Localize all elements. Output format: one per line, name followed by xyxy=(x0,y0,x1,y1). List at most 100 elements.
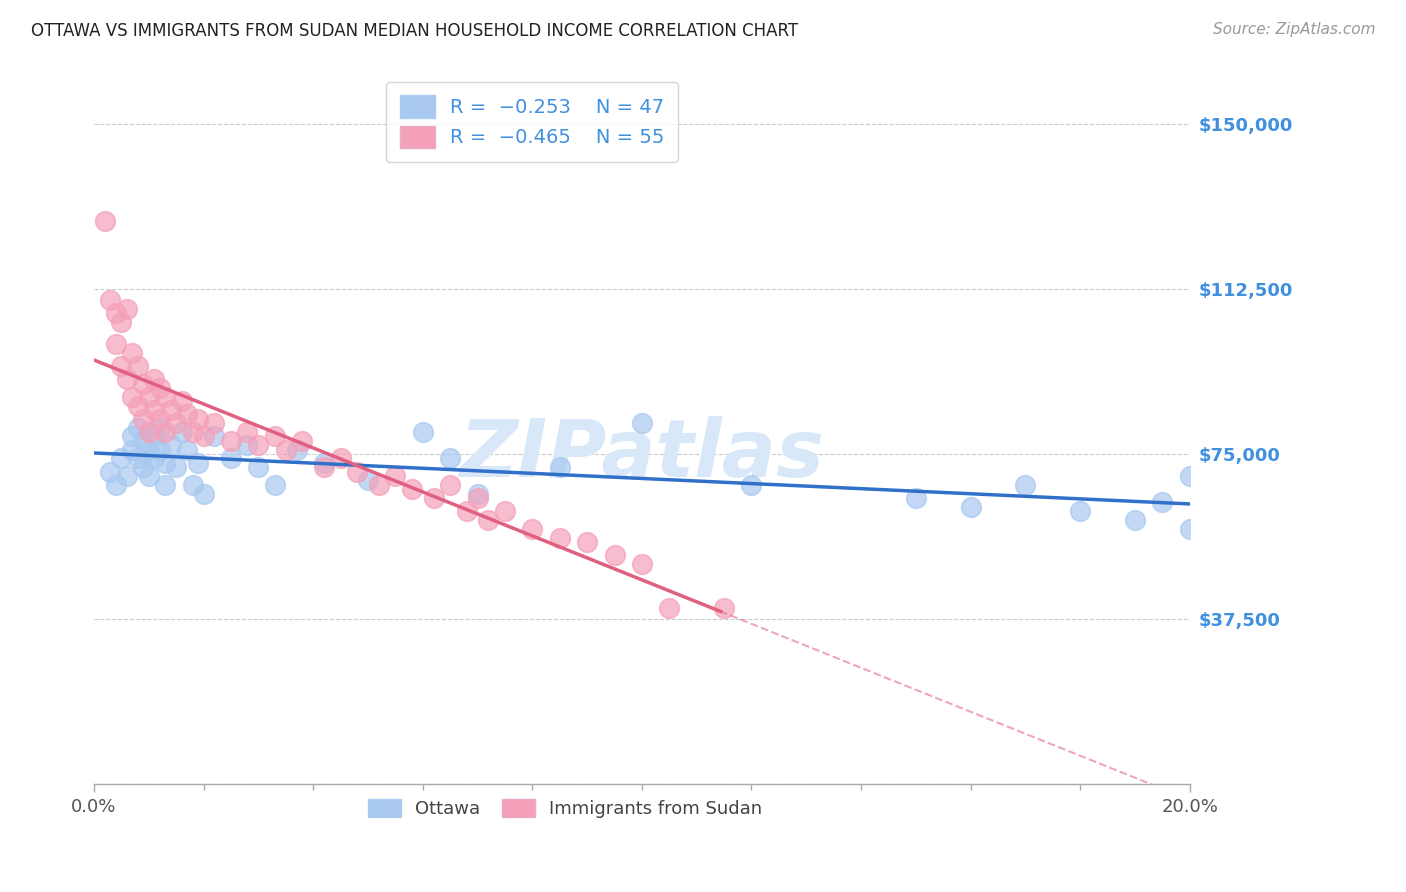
Point xyxy=(153,425,176,439)
Point xyxy=(176,442,198,457)
Point xyxy=(121,429,143,443)
Point xyxy=(1152,495,1174,509)
Point xyxy=(285,442,308,457)
Point xyxy=(263,429,285,443)
Point xyxy=(346,465,368,479)
Point xyxy=(219,451,242,466)
Point xyxy=(159,403,181,417)
Point xyxy=(132,434,155,448)
Point xyxy=(165,460,187,475)
Point xyxy=(576,535,599,549)
Point xyxy=(456,504,478,518)
Point xyxy=(713,601,735,615)
Point xyxy=(138,425,160,439)
Point xyxy=(181,425,204,439)
Point xyxy=(204,429,226,443)
Point xyxy=(522,522,544,536)
Point xyxy=(121,390,143,404)
Point xyxy=(422,491,444,505)
Point xyxy=(1178,522,1201,536)
Point xyxy=(187,456,209,470)
Point xyxy=(312,456,335,470)
Point xyxy=(153,390,176,404)
Point xyxy=(170,425,193,439)
Point xyxy=(548,531,571,545)
Point xyxy=(138,442,160,457)
Point xyxy=(98,293,121,307)
Point xyxy=(187,411,209,425)
Point xyxy=(439,478,461,492)
Point xyxy=(153,456,176,470)
Point xyxy=(357,474,380,488)
Point xyxy=(236,438,259,452)
Point xyxy=(94,213,117,227)
Point xyxy=(115,301,138,316)
Point xyxy=(204,416,226,430)
Point xyxy=(104,478,127,492)
Point xyxy=(110,451,132,466)
Point xyxy=(1178,469,1201,483)
Point xyxy=(193,486,215,500)
Point xyxy=(159,438,181,452)
Point xyxy=(176,408,198,422)
Point xyxy=(127,420,149,434)
Point xyxy=(439,451,461,466)
Point xyxy=(467,491,489,505)
Point xyxy=(132,411,155,425)
Point xyxy=(247,460,270,475)
Point xyxy=(631,557,654,571)
Point xyxy=(115,372,138,386)
Point xyxy=(132,460,155,475)
Point xyxy=(143,372,166,386)
Point xyxy=(181,478,204,492)
Point xyxy=(219,434,242,448)
Point xyxy=(110,315,132,329)
Point xyxy=(127,359,149,373)
Point xyxy=(631,416,654,430)
Point xyxy=(1069,504,1091,518)
Point xyxy=(143,451,166,466)
Point xyxy=(153,478,176,492)
Point xyxy=(138,390,160,404)
Point xyxy=(121,345,143,359)
Point xyxy=(291,434,314,448)
Point xyxy=(367,478,389,492)
Point xyxy=(312,460,335,475)
Point xyxy=(165,416,187,430)
Point xyxy=(149,442,172,457)
Point xyxy=(959,500,981,514)
Point xyxy=(401,482,423,496)
Point xyxy=(740,478,762,492)
Text: OTTAWA VS IMMIGRANTS FROM SUDAN MEDIAN HOUSEHOLD INCOME CORRELATION CHART: OTTAWA VS IMMIGRANTS FROM SUDAN MEDIAN H… xyxy=(31,22,799,40)
Point xyxy=(1014,478,1036,492)
Point xyxy=(548,460,571,475)
Point xyxy=(98,465,121,479)
Point xyxy=(127,451,149,466)
Point xyxy=(274,442,297,457)
Text: Source: ZipAtlas.com: Source: ZipAtlas.com xyxy=(1212,22,1375,37)
Point xyxy=(115,469,138,483)
Point xyxy=(149,411,172,425)
Point xyxy=(477,513,499,527)
Point xyxy=(143,403,166,417)
Point xyxy=(149,381,172,395)
Legend: Ottawa, Immigrants from Sudan: Ottawa, Immigrants from Sudan xyxy=(361,792,769,825)
Point xyxy=(149,420,172,434)
Point xyxy=(127,399,149,413)
Point xyxy=(904,491,927,505)
Point xyxy=(247,438,270,452)
Point xyxy=(110,359,132,373)
Point xyxy=(138,469,160,483)
Point xyxy=(467,486,489,500)
Point xyxy=(384,469,406,483)
Point xyxy=(132,376,155,391)
Point xyxy=(170,394,193,409)
Text: ZIPatlas: ZIPatlas xyxy=(460,416,824,494)
Point xyxy=(104,306,127,320)
Point xyxy=(603,549,626,563)
Point xyxy=(263,478,285,492)
Point xyxy=(658,601,681,615)
Point xyxy=(1123,513,1146,527)
Point xyxy=(494,504,516,518)
Point xyxy=(329,451,352,466)
